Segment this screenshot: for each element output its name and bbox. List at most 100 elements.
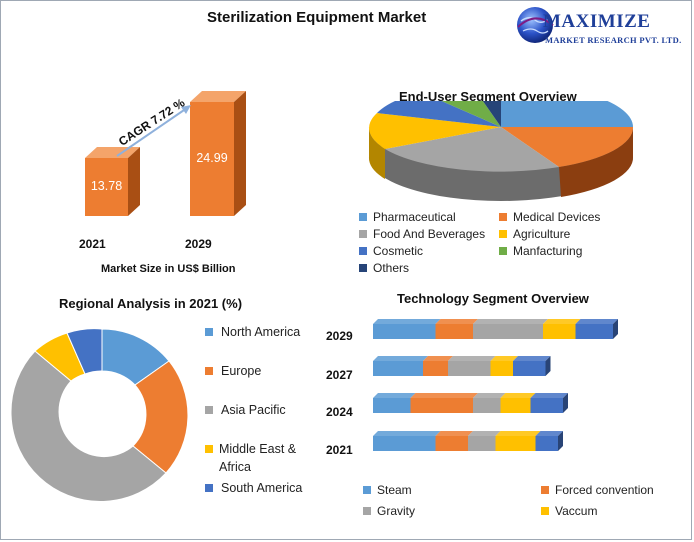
tech-segment-top	[535, 431, 563, 436]
tech-segment-gravity	[473, 398, 501, 413]
tech-segment-top	[495, 431, 541, 436]
tech-segment-vaccum	[490, 361, 513, 376]
legend-south-america: South America	[205, 479, 315, 497]
legend-label: Agriculture	[513, 227, 571, 241]
legend-label: North America	[221, 325, 301, 339]
tech-segment-top	[423, 356, 453, 361]
tech-segment-forced-convention	[435, 324, 473, 339]
swatch	[363, 507, 371, 515]
legend-steam: Steam	[363, 483, 412, 497]
tech-segment-top	[513, 356, 551, 361]
tech-segment-top	[468, 431, 501, 436]
legend-asia-pacific: Asia Pacific	[205, 401, 315, 419]
legend-label: Pharmaceutical	[373, 210, 456, 224]
tech-bar-side	[545, 356, 551, 376]
tech-segment-top	[373, 319, 441, 324]
legend-label: Cosmetic	[373, 244, 424, 258]
swatch	[541, 486, 549, 494]
legend-medical-devices: Medical Devices	[499, 210, 600, 224]
tech-segment-top	[575, 319, 618, 324]
technology-title: Technology Segment Overview	[397, 291, 589, 306]
bar-2021-value: 13.78	[90, 179, 123, 193]
bar-2021	[85, 147, 140, 216]
tech-segment-top	[435, 431, 473, 436]
swatch	[359, 230, 367, 238]
globe-icon	[517, 7, 554, 43]
swatch	[499, 247, 507, 255]
legend-label: Steam	[377, 483, 412, 497]
tech-segment-cosmetic	[535, 436, 558, 451]
regional-donut	[10, 328, 189, 502]
tech-segment-steam	[373, 361, 423, 376]
tech-segment-top	[543, 319, 581, 324]
tech-segment-forced-convention	[435, 436, 468, 451]
legend-gravity: Gravity	[363, 504, 415, 518]
tech-segment-cosmetic	[513, 361, 546, 376]
legend-pharmaceutical: Pharmaceutical	[359, 210, 456, 224]
tech-bar-2029	[373, 319, 618, 339]
swatch	[499, 213, 507, 221]
tech-bar-side	[613, 319, 618, 339]
tech-segment-forced-convention	[423, 361, 448, 376]
swatch	[205, 445, 213, 453]
logo: MAXIMIZE MARKET RESEARCH PVT. LTD.	[513, 3, 691, 51]
bar-2029-value: 24.99	[196, 151, 228, 165]
tech-year-2024: 2024	[326, 405, 353, 419]
tech-segment-top	[373, 431, 441, 436]
legend-agriculture: Agriculture	[499, 227, 570, 241]
tech-segment-top	[490, 356, 518, 361]
legend-label: Asia Pacific	[221, 403, 286, 417]
tech-segment-top	[473, 319, 548, 324]
swatch	[499, 230, 507, 238]
tech-segment-vaccum	[543, 324, 576, 339]
swatch	[541, 507, 549, 515]
tech-segment-steam	[373, 324, 436, 339]
legend-middle-east-africa: Middle East & Africa	[205, 440, 305, 476]
tech-segment-top	[473, 393, 506, 398]
legend-label: Gravity	[377, 504, 416, 518]
donut-rings	[10, 328, 189, 502]
swatch	[363, 486, 371, 494]
page-title: Sterilization Equipment Market	[207, 9, 427, 26]
swatch	[359, 247, 367, 255]
tech-segment-gravity	[468, 436, 496, 451]
regional-title: Regional Analysis in 2021 (%)	[59, 296, 243, 311]
tech-segment-cosmetic	[530, 398, 563, 413]
swatch	[359, 213, 367, 221]
legend-label: Middle East & Africa	[219, 442, 297, 474]
tech-segment-gravity	[473, 324, 543, 339]
bar-2029-label: 2029	[185, 237, 212, 251]
legend-manfacturing: Manfacturing	[499, 244, 582, 258]
end-user-pie	[368, 101, 634, 201]
swatch	[205, 328, 213, 336]
tech-bar-side	[563, 393, 568, 413]
tech-year-2029: 2029	[326, 329, 353, 343]
legend-north-america: North America	[205, 323, 315, 341]
tech-segment-top	[373, 356, 428, 361]
cagr-arrow	[116, 105, 191, 157]
tech-segment-steam	[373, 436, 436, 451]
tech-bar-2024	[373, 393, 568, 413]
tech-bar-2021	[373, 431, 563, 451]
legend-label: South America	[221, 481, 303, 495]
tech-year-2021: 2021	[326, 443, 353, 457]
tech-segment-steam	[373, 398, 411, 413]
legend-others: Others	[359, 261, 409, 275]
tech-segment-vaccum	[495, 436, 536, 451]
bar-2029	[190, 91, 246, 216]
legend-label: Europe	[221, 364, 262, 378]
legend-cosmetic: Cosmetic	[359, 244, 423, 258]
tech-segment-gravity	[448, 361, 491, 376]
legend-label: Vaccum	[555, 504, 598, 518]
market-size-chart	[85, 91, 246, 216]
legend-label: Food And Beverages	[373, 227, 486, 241]
legend-label: Medical Devices	[513, 210, 601, 224]
tech-segment-top	[435, 319, 478, 324]
tech-segment-top	[500, 393, 536, 398]
tech-segment-forced-convention	[410, 398, 473, 413]
bar-2021-label: 2021	[79, 237, 106, 251]
tech-bar-side	[558, 431, 563, 451]
tech-segment-top	[448, 356, 496, 361]
market-size-caption: Market Size in US$ Billion	[101, 263, 236, 275]
